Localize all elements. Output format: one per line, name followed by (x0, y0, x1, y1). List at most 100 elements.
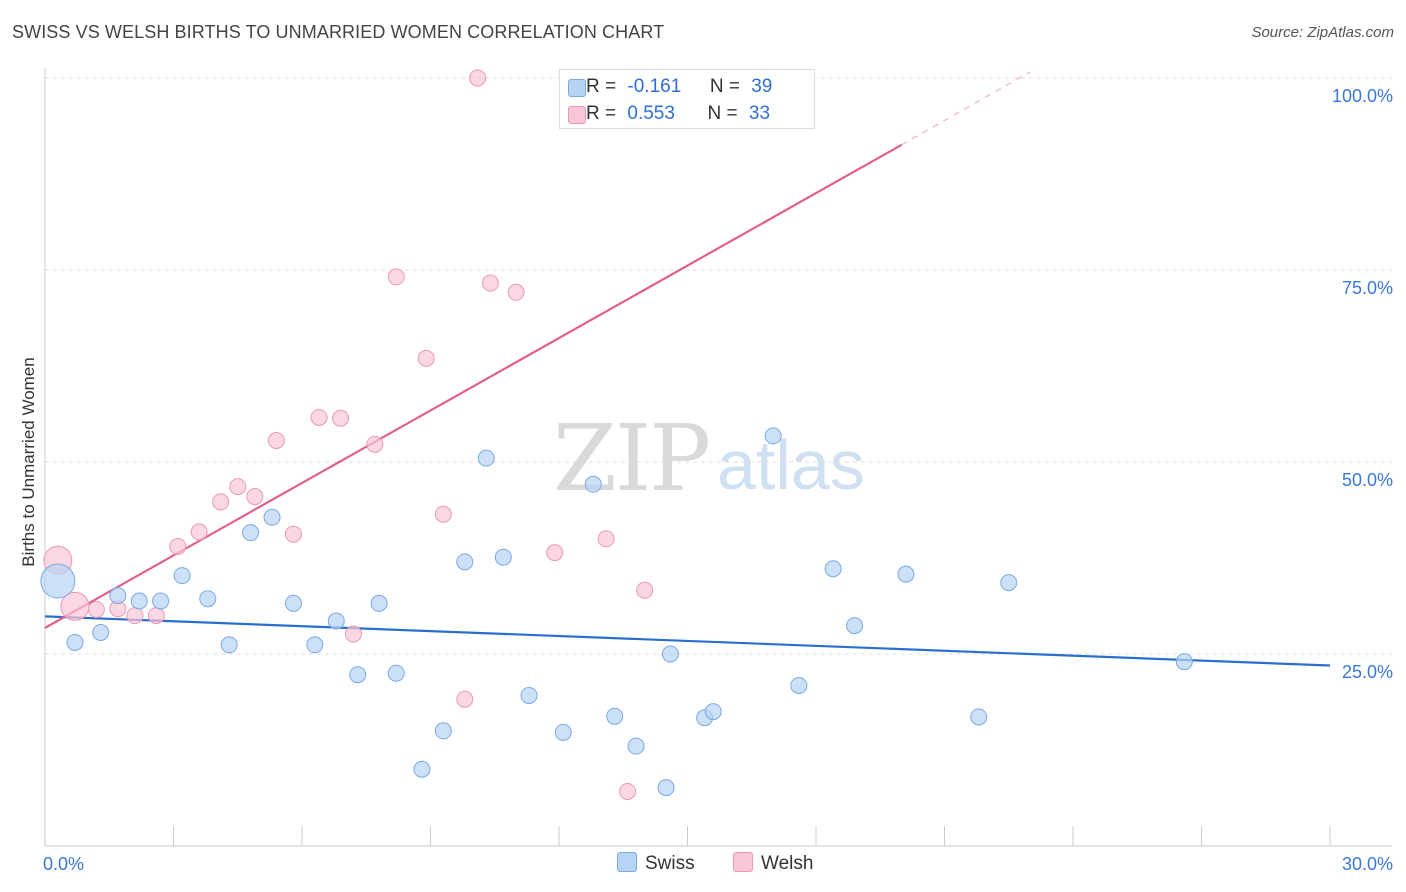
welsh-point (284, 525, 302, 543)
swiss-point (152, 592, 170, 610)
bottom-welsh-label: Welsh (761, 853, 814, 874)
welsh-point (546, 544, 564, 562)
x-tick-label: 0.0% (43, 854, 84, 874)
swiss-n-value: 39 (751, 76, 773, 97)
swiss-point (824, 560, 842, 578)
swiss-point (349, 666, 367, 684)
swiss-point (494, 548, 512, 566)
swiss-point (657, 779, 675, 797)
y-axis-title: Births to Unmarried Women (19, 357, 38, 566)
bottom-legend-swiss: Swiss (617, 852, 695, 875)
welsh-point (597, 530, 615, 548)
swiss-point (220, 636, 238, 654)
axes (44, 68, 1392, 847)
welsh-point (387, 268, 405, 286)
swiss-point (764, 427, 782, 445)
welsh-point (456, 690, 474, 708)
bottom-legend-welsh: Welsh (733, 852, 813, 875)
welsh-point (246, 488, 264, 506)
chart-title: SWISS VS WELSH BIRTHS TO UNMARRIED WOMEN… (12, 22, 665, 42)
y-tick-label: 25.0% (1342, 662, 1393, 682)
welsh-trend-group (44, 71, 1031, 629)
swiss-point (370, 594, 388, 612)
welsh-r-label: R = (586, 103, 617, 124)
swiss-point (790, 676, 808, 694)
swiss-point (1175, 653, 1193, 671)
x-tick-label: 30.0% (1342, 854, 1393, 874)
welsh-point (366, 435, 384, 453)
welsh-trend-line (44, 143, 903, 629)
swiss-trend-group (44, 615, 1331, 667)
welsh-point (636, 581, 654, 599)
swiss-point (1000, 574, 1018, 592)
welsh-point (507, 283, 525, 301)
swiss-point (606, 707, 624, 725)
swiss-point (199, 590, 217, 608)
welsh-r-value: 0.553 (627, 103, 675, 124)
welsh-point (267, 431, 285, 449)
welsh-point (126, 607, 144, 625)
welsh-point (332, 409, 350, 427)
watermark-zip: ZIP (553, 405, 711, 512)
y-tick-label: 50.0% (1342, 470, 1393, 490)
swiss-points (40, 427, 1193, 797)
y-tick-label: 100.0% (1332, 86, 1393, 106)
swiss-point (92, 623, 110, 641)
swiss-point (704, 703, 722, 721)
swiss-point (387, 664, 405, 682)
swiss-point (846, 617, 864, 635)
swiss-point (661, 645, 679, 663)
welsh-point (469, 69, 487, 87)
swiss-point (434, 722, 452, 740)
swiss-point (627, 737, 645, 755)
swiss-point (327, 612, 345, 630)
source-credit: Source: ZipAtlas.com (1251, 24, 1394, 41)
welsh-point (190, 523, 208, 541)
welsh-point (417, 349, 435, 367)
swiss-point (306, 636, 324, 654)
swiss-point (970, 708, 988, 726)
bottom-welsh-swatch (733, 852, 753, 872)
welsh-point (169, 537, 187, 555)
legend-row-swiss: R = -0.161 N = 39 (568, 76, 773, 100)
bottom-swiss-label: Swiss (645, 853, 695, 874)
swiss-swatch (568, 79, 586, 97)
swiss-trend-line (44, 615, 1331, 667)
swiss-point (263, 508, 281, 526)
swiss-point (173, 567, 191, 585)
swiss-point (520, 686, 538, 704)
swiss-point (40, 563, 76, 599)
welsh-n-value: 33 (748, 103, 771, 124)
welsh-point (147, 607, 165, 625)
watermark-atlas: atlas (717, 426, 865, 504)
swiss-r-value: -0.161 (627, 76, 682, 97)
swiss-point (456, 553, 474, 571)
welsh-point (344, 625, 362, 643)
bottom-swiss-swatch (617, 852, 637, 872)
welsh-swatch (568, 106, 586, 124)
swiss-point (554, 723, 572, 741)
welsh-point (87, 600, 105, 618)
swiss-point (477, 449, 495, 467)
correlation-legend: R = -0.161 N = 39 R = 0.553 N = 33 (559, 69, 815, 129)
swiss-point (66, 633, 84, 651)
welsh-points (43, 69, 808, 800)
swiss-r-label: R = (586, 76, 617, 97)
swiss-point (130, 592, 148, 610)
axis-labels: 25.0% 50.0% 75.0% 100.0% 0.0% 30.0% Births to … (19, 86, 1393, 874)
legend-row-welsh: R = 0.553 N = 33 (568, 103, 771, 127)
swiss-point (109, 587, 127, 605)
welsh-point (229, 478, 247, 496)
welsh-trend-extension (901, 71, 1031, 146)
swiss-point (897, 565, 915, 583)
welsh-point (619, 782, 637, 800)
welsh-point (212, 493, 230, 511)
welsh-n-label: N = (707, 103, 738, 124)
swiss-point (284, 594, 302, 612)
swiss-point (413, 760, 431, 778)
grid-lines (45, 77, 1392, 655)
swiss-point (584, 475, 602, 493)
welsh-point (434, 505, 452, 523)
swiss-point (242, 524, 260, 542)
